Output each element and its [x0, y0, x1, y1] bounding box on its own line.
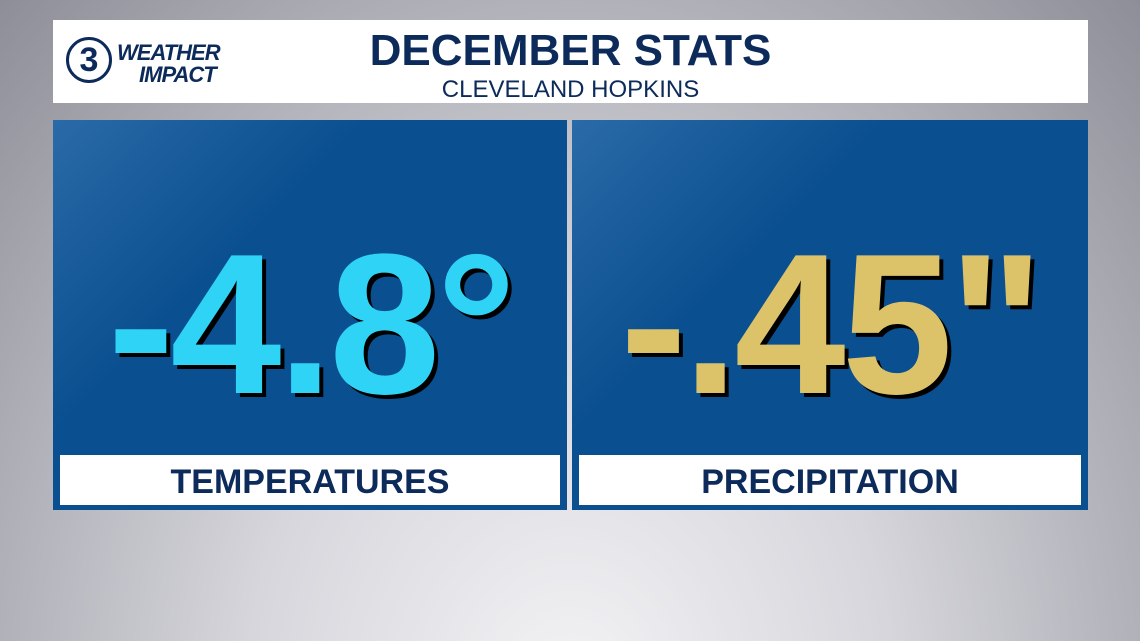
- logo-line1: WEATHER: [117, 40, 221, 65]
- title: DECEMBER STATS: [369, 26, 772, 75]
- stat-value: -4.8°: [107, 213, 517, 436]
- logo-line2: IMPACT: [139, 62, 217, 87]
- stat-panel: -.45" PRECIPITATION: [572, 120, 1088, 510]
- stat-value: -.45": [620, 213, 1043, 436]
- stat-label: TEMPERATURES: [60, 455, 560, 505]
- subtitle: CLEVELAND HOPKINS: [441, 76, 700, 103]
- stat-label: PRECIPITATION: [579, 455, 1081, 505]
- stat-panel: -4.8° TEMPERATURES: [53, 120, 567, 510]
- header: 3 WEATHER IMPACT DECEMBER STATS CLEVELAN…: [53, 20, 1088, 103]
- logo-channel: 3: [66, 37, 112, 83]
